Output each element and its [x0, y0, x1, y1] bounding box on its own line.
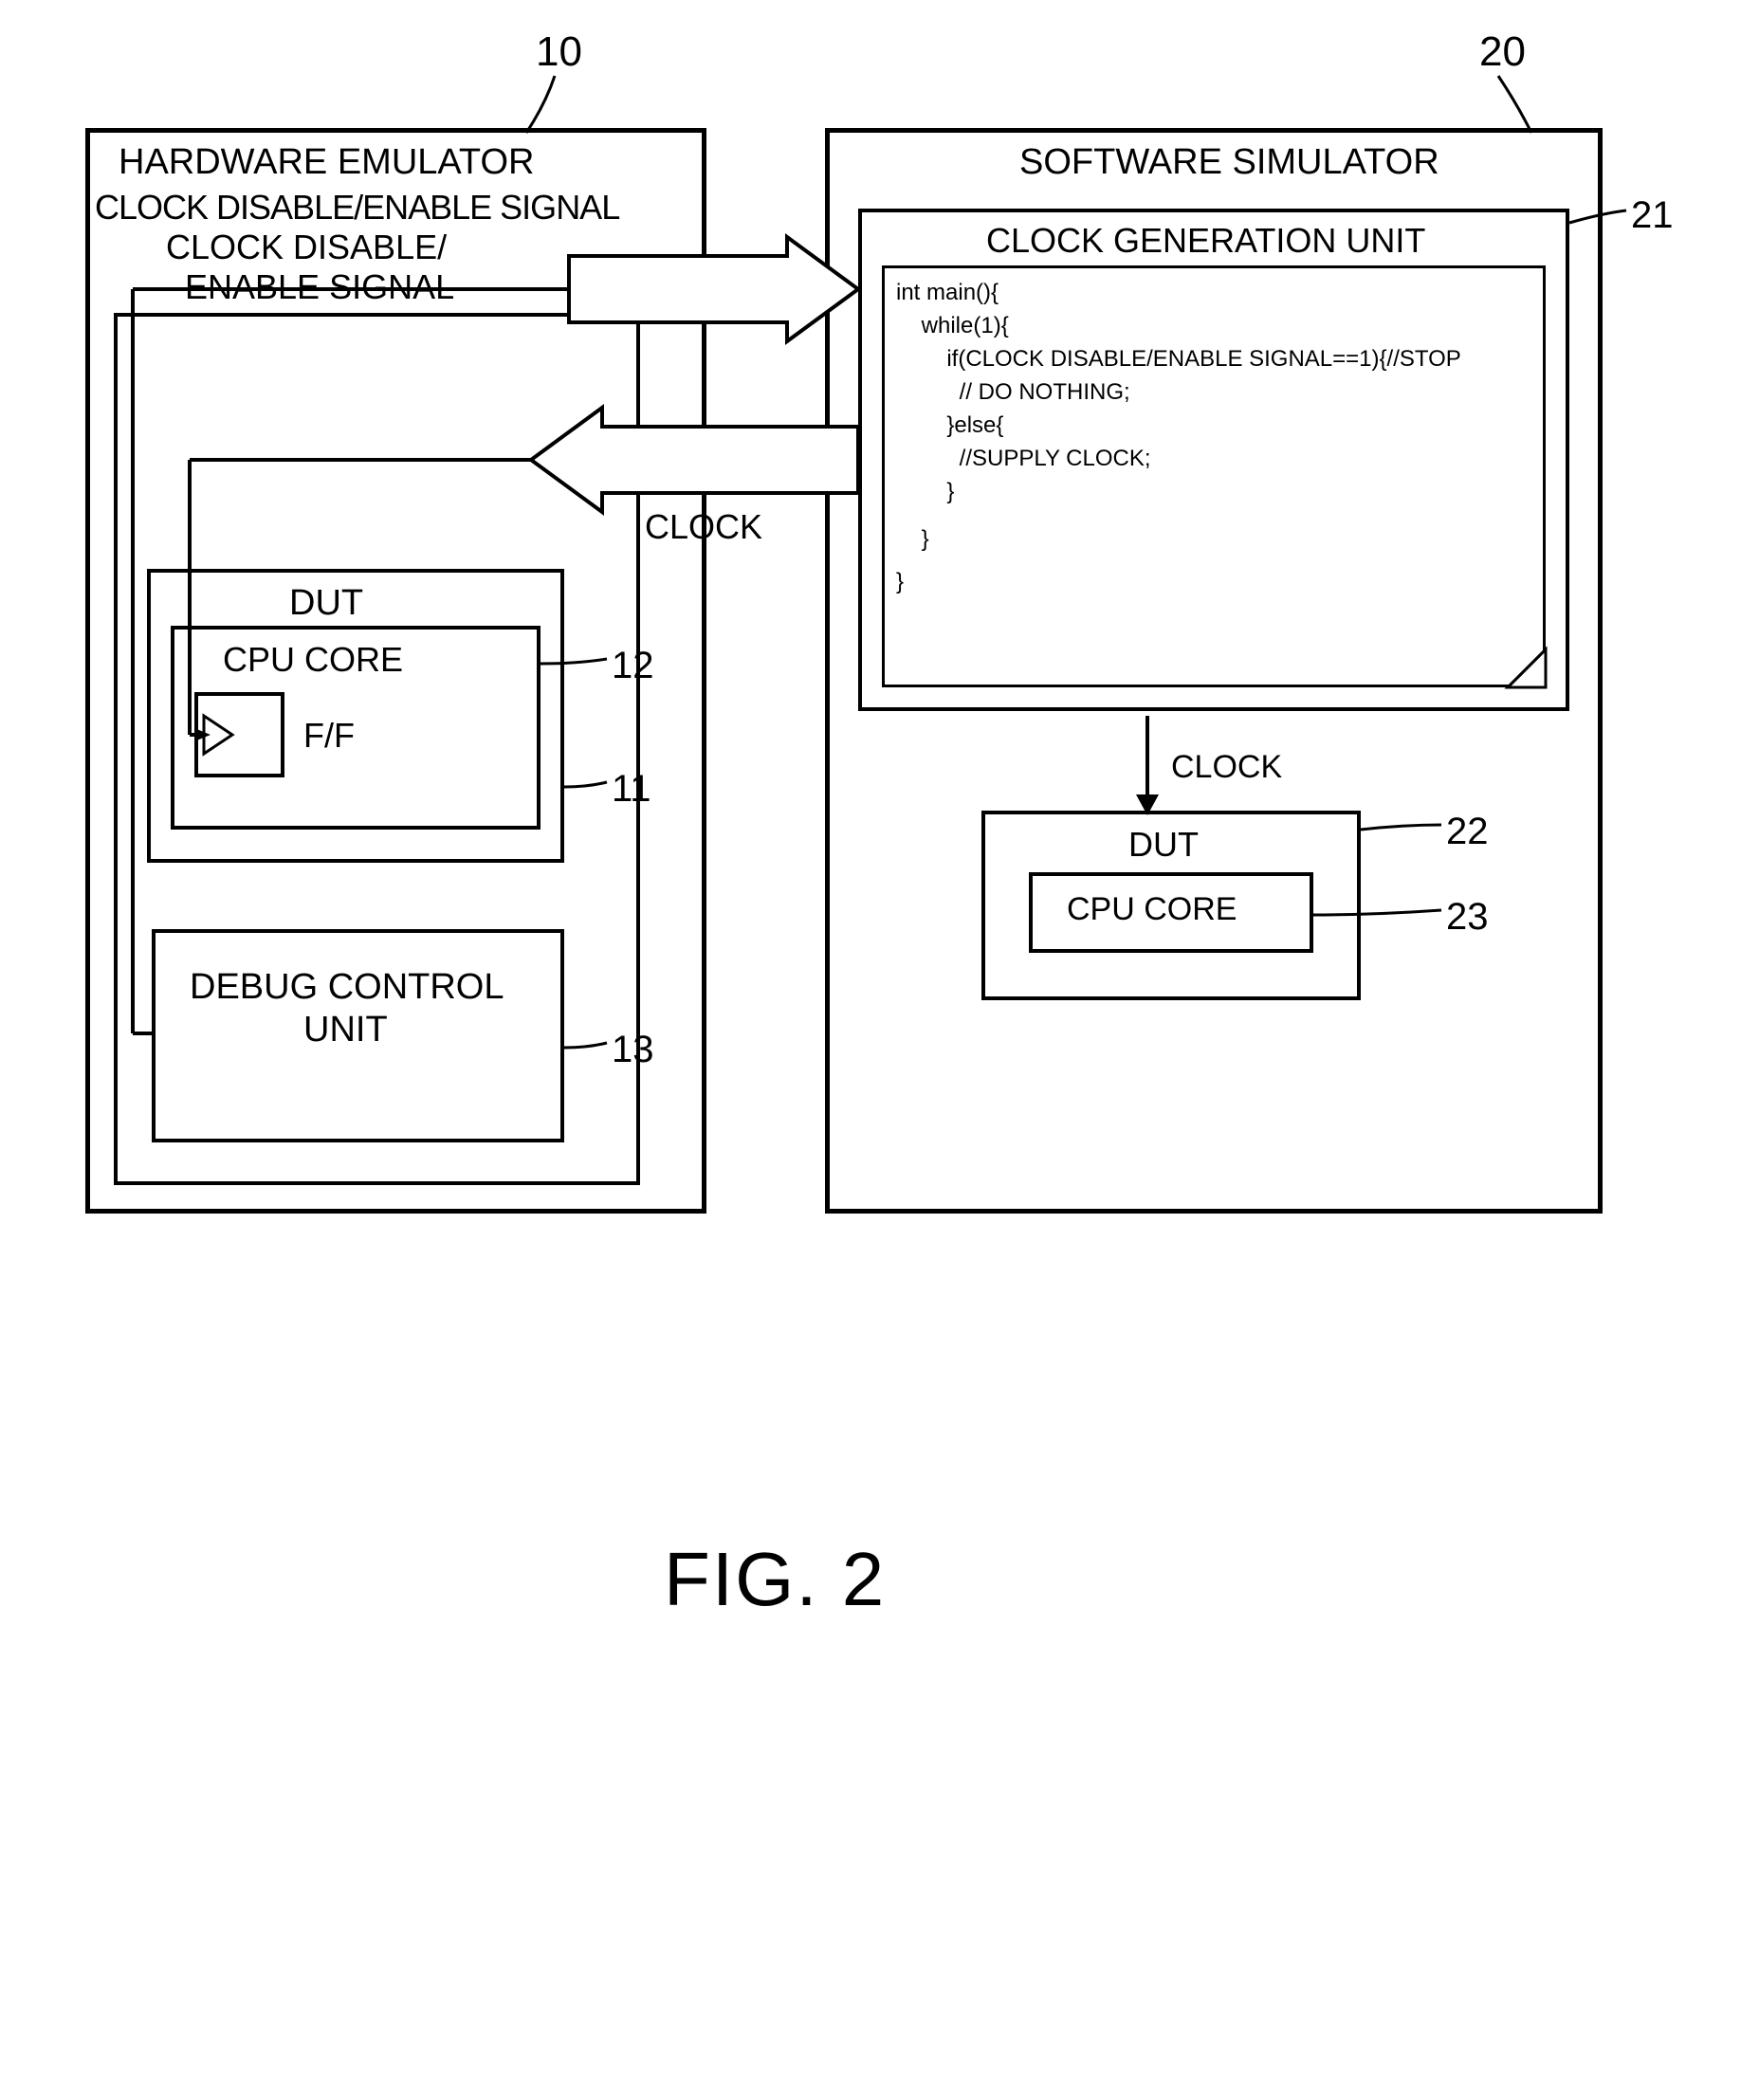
signal2-line1: CLOCK DISABLE/ — [166, 228, 447, 267]
dut-label-right: DUT — [1128, 825, 1199, 865]
clock-label-left: CLOCK — [645, 507, 762, 547]
callout-20: 20 — [1479, 28, 1526, 76]
callout-22: 22 — [1446, 811, 1489, 853]
cpu-core-label-right: CPU CORE — [1067, 891, 1237, 928]
callout-12: 12 — [612, 645, 654, 687]
software-simulator-title: SOFTWARE SIMULATOR — [1019, 142, 1439, 183]
code-line-5: }else{ — [896, 412, 1003, 439]
callout-11: 11 — [612, 768, 651, 811]
code-line-4: // DO NOTHING; — [896, 379, 1130, 406]
dut-label-left: DUT — [289, 583, 363, 624]
ff-box — [194, 692, 284, 777]
callout-10: 10 — [536, 28, 582, 76]
debug-label-1: DEBUG CONTROL — [190, 967, 504, 1008]
cpu-core-label-left: CPU CORE — [223, 640, 403, 680]
code-line-9: } — [896, 569, 904, 595]
debug-label-2: UNIT — [303, 1010, 388, 1050]
signal1-text: CLOCK DISABLE/ENABLE SIGNAL — [95, 188, 619, 228]
callout-21: 21 — [1631, 194, 1674, 237]
ff-label: F/F — [303, 716, 355, 756]
code-line-8: } — [896, 526, 929, 553]
code-line-1: int main(){ — [896, 280, 999, 306]
code-line-3: if(CLOCK DISABLE/ENABLE SIGNAL==1){//STO… — [896, 346, 1461, 373]
code-line-2: while(1){ — [896, 313, 1009, 339]
callout-13: 13 — [612, 1029, 654, 1071]
figure-caption: FIG. 2 — [664, 1536, 886, 1623]
code-line-7: } — [896, 479, 954, 505]
diagram-canvas: 10 20 HARDWARE EMULATOR CLOCK DISABLE/EN… — [0, 0, 1741, 2100]
callout-23: 23 — [1446, 896, 1489, 939]
cgu-title: CLOCK GENERATION UNIT — [986, 221, 1425, 261]
hardware-emulator-title: HARDWARE EMULATOR — [119, 142, 534, 183]
signal2-line2: ENABLE SIGNAL — [185, 267, 454, 307]
code-line-6: //SUPPLY CLOCK; — [896, 446, 1151, 472]
clock-label-right: CLOCK — [1171, 749, 1282, 786]
